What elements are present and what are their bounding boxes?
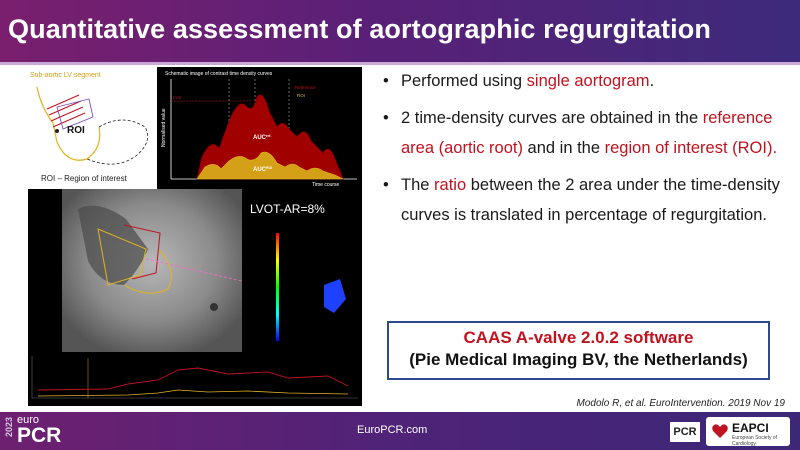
eapci-text: EAPCI	[732, 421, 769, 435]
time-density-chart: Schematic image of contrast time density…	[157, 67, 362, 189]
max-label: LVS	[173, 95, 181, 100]
curve-title: Schematic image of contrast time density…	[165, 71, 273, 77]
footer-year: 2023	[4, 417, 14, 438]
eapci-subtext: European Society of Cardiology	[732, 435, 778, 447]
title-divider	[0, 62, 800, 65]
auc-roi-label: AUCROI	[253, 166, 272, 173]
footer-site-link[interactable]: EuroPCR.com	[357, 424, 428, 436]
roi-curve-label: ROI	[297, 93, 305, 98]
heart-icon	[712, 424, 728, 438]
y-axis-label: Normalised value	[161, 108, 167, 147]
bullet-item: Performed using single aortogram.	[383, 66, 783, 96]
ref-label: Reference	[295, 85, 316, 90]
bullet-item: 2 time-density curves are obtained in th…	[383, 103, 783, 163]
lvot-ar-label: LVOT-AR=8%	[250, 202, 325, 216]
title-bar: Quantitative assessment of aortographic …	[0, 0, 800, 62]
auc-ref-label: AUCref.	[253, 134, 271, 141]
citation: Modolo R, et al. EuroIntervention. 2019 …	[576, 398, 785, 409]
sub-aortic-label: Sub-aortic LV segment	[30, 72, 101, 79]
roi-schematic: Sub-aortic LV segment ROI ROI – Region o…	[27, 67, 167, 192]
color-scale-bar	[276, 233, 279, 341]
software-box: CAAS A-valve 2.0.2 software (Pie Medical…	[387, 321, 770, 380]
software-name: CAAS A-valve 2.0.2 software	[463, 328, 694, 347]
pcr-badge-logo: PCR	[670, 422, 700, 442]
bullet-list: Performed using single aortogram. 2 time…	[383, 66, 783, 237]
bullet-item: The ratio between the 2 area under the t…	[383, 170, 783, 230]
footer-euro: euro	[17, 414, 40, 426]
europcr-logo: PCR	[17, 424, 62, 447]
bottom-curve-strip	[28, 352, 362, 406]
slide-title: Quantitative assessment of aortographic …	[8, 14, 711, 44]
footer-bar: 2023 euro PCR EuroPCR.com PCR EAPCI Euro…	[0, 412, 800, 450]
roi-label: ROI	[67, 125, 85, 136]
angiogram-panel: LVOT-AR=8%	[28, 189, 362, 352]
x-axis-label: Time course	[312, 182, 340, 188]
software-vendor: (Pie Medical Imaging BV, the Netherlands…	[409, 350, 748, 369]
roi-caption: ROI – Region of interest	[41, 174, 128, 183]
eapci-logo: EAPCI European Society of Cardiology	[706, 417, 790, 447]
